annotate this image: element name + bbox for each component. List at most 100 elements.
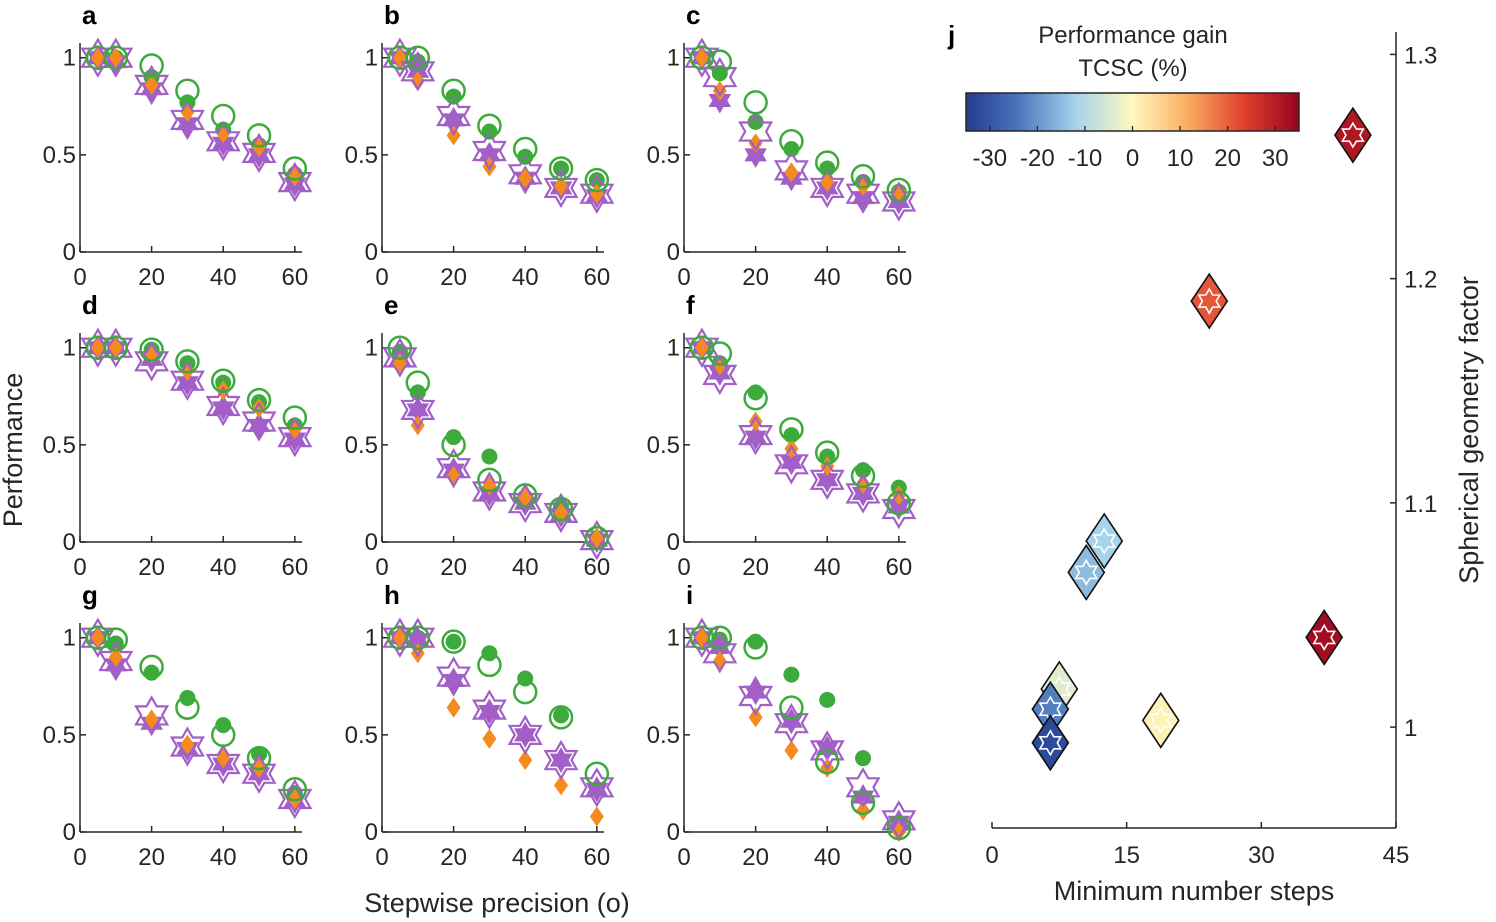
green-ring-point <box>548 156 574 181</box>
purple-star-outline-point <box>881 488 917 530</box>
x-tick-label: 20 <box>742 264 769 291</box>
green-ring-point <box>210 722 236 748</box>
purple-star-outline-point <box>773 444 809 485</box>
purple-star-outline-point <box>382 617 418 658</box>
orange-diamond-point <box>108 47 123 68</box>
x-tick-label: 20 <box>440 844 467 871</box>
y-tick-label: 1 <box>667 335 680 362</box>
purple-star-outline-point <box>436 656 472 697</box>
orange-diamond-point <box>748 707 763 728</box>
purple-star-outline-point <box>241 132 277 174</box>
panel-c: 0 20 40 60 0 0.5 1c <box>647 0 917 291</box>
green-dot-point <box>215 717 232 734</box>
green-ring-point <box>743 90 768 115</box>
y-tick-label: 0.5 <box>647 142 680 169</box>
y-tick-label: 0 <box>63 819 76 846</box>
j-point-chiffchaff <box>1333 106 1372 164</box>
colorbar-tick-label: 30 <box>1262 145 1289 172</box>
green-ring-point <box>886 815 912 841</box>
orange-diamond-point <box>891 181 906 202</box>
green-ring-point <box>584 761 610 786</box>
panel-j: 0 15 30 45 1 1.1 1.2 1.3 j Minimum number steps Sp… <box>947 20 1484 906</box>
green-dot-point <box>179 689 196 706</box>
panel-letter: a <box>82 0 97 30</box>
orange-diamond-point <box>108 647 123 668</box>
purple-star-outline-point <box>809 459 845 500</box>
panel-letter: g <box>82 580 98 610</box>
green-ring-point <box>405 370 431 395</box>
panel-a: 0 20 40 60 0 0.5 1a <box>43 0 313 291</box>
green-dot-point <box>747 113 764 130</box>
panel-letter: h <box>384 580 400 610</box>
purple-star-filled-point <box>816 735 839 762</box>
green-ring-point <box>103 335 129 360</box>
purple-star-outline-point <box>98 327 134 368</box>
purple-star-outline-point <box>471 689 507 730</box>
x-tick-label: 20 <box>440 554 467 581</box>
orange-diamond-point <box>589 528 604 549</box>
y-tick-label: 0.5 <box>345 142 378 169</box>
orange-diamond-point <box>554 775 569 796</box>
purple-star-filled-point <box>744 141 767 168</box>
green-ring-point <box>850 463 876 489</box>
performance-gain-colorbar: Performance gain TCSC (%) -30 -20 -10 0 10 20… <box>965 22 1300 172</box>
green-ring-point <box>387 335 413 360</box>
orange-diamond-point <box>589 183 604 204</box>
j-star-marker <box>1074 558 1099 587</box>
green-ring-point <box>850 163 876 189</box>
orange-diamond-point <box>856 473 871 494</box>
green-dot-point <box>819 691 836 708</box>
y-tick-label: 0 <box>365 819 378 846</box>
y-tick-label: 0 <box>365 239 378 266</box>
purple-star-outline-point <box>543 167 579 209</box>
purple-star-outline-point <box>471 130 507 172</box>
orange-diamond-point <box>891 485 906 506</box>
x-tick-label: 20 <box>138 554 165 581</box>
green-ring-point <box>743 635 768 660</box>
purple-star-outline-point <box>98 640 134 682</box>
green-ring-point <box>707 49 733 74</box>
x-tick-label: 0 <box>677 554 690 581</box>
y-tick-label: 1 <box>63 335 76 362</box>
green-ring-point <box>210 103 236 129</box>
purple-star-outline-point <box>98 37 134 78</box>
purple-star-outline-point <box>881 181 917 222</box>
orange-diamond-point <box>748 133 763 154</box>
purple-star-outline-point <box>436 95 472 137</box>
colorbar-tick-label: 0 <box>1126 145 1139 172</box>
green-ring-point <box>814 440 840 465</box>
orange-diamond-point <box>90 337 105 358</box>
panel-h: 0 20 40 60 0 0.5 1h <box>345 580 615 871</box>
x-tick-label: 40 <box>210 554 237 581</box>
green-ring-point <box>707 341 733 366</box>
colorbar-title-line1: Performance gain <box>1038 22 1227 49</box>
y-tick-label: 1 <box>667 625 680 652</box>
purple-star-outline-point <box>80 37 116 78</box>
purple-star-outline-point <box>702 56 738 98</box>
orange-diamond-point <box>554 175 569 196</box>
purple-star-outline-point <box>684 37 720 78</box>
purple-star-outline-point <box>507 154 543 195</box>
purple-star-outline-point <box>773 150 809 191</box>
y-tick-label: 0 <box>63 529 76 556</box>
y-tick-label: 0 <box>667 819 680 846</box>
panel-letter: f <box>686 290 695 320</box>
x-tick-label: 40 <box>210 264 237 291</box>
y-tick-label: 0.5 <box>345 432 378 459</box>
colorbar-tick-label: 20 <box>1214 145 1241 172</box>
x-tick-label: 0 <box>375 264 388 291</box>
j-y-tick-label: 1.2 <box>1404 267 1437 294</box>
j-star-marker <box>1341 121 1365 149</box>
purple-star-outline-point <box>400 617 436 658</box>
x-tick-label: 40 <box>814 844 841 871</box>
purple-star-outline-point <box>205 121 241 162</box>
x-tick-label: 0 <box>375 844 388 871</box>
purple-star-outline-point <box>738 675 774 717</box>
panel-letter: j <box>947 20 955 50</box>
purple-star-outline-point <box>845 173 881 214</box>
x-tick-label: 20 <box>138 844 165 871</box>
green-ring-point <box>175 78 200 103</box>
orange-diamond-point <box>712 80 727 101</box>
purple-star-outline-point <box>845 767 881 808</box>
